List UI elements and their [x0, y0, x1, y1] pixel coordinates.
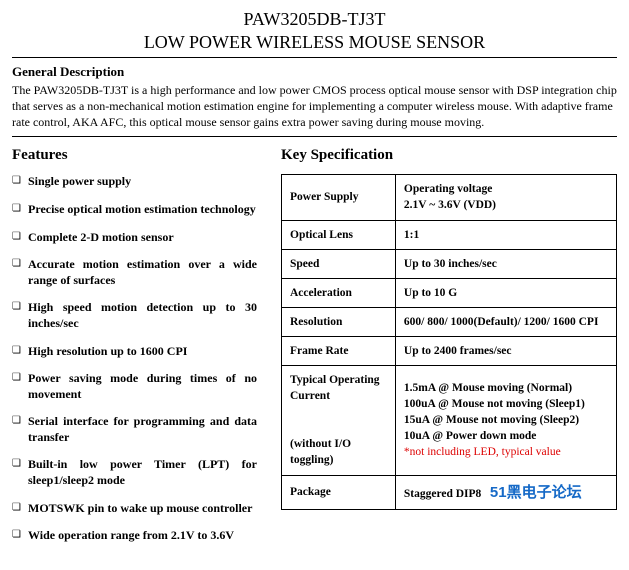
- feature-item: Built-in low power Timer (LPT) for sleep…: [12, 457, 257, 488]
- features-heading: Features: [12, 147, 257, 164]
- spec-value: Up to 30 inches/sec: [395, 249, 616, 278]
- spec-value: 1:1: [395, 220, 616, 249]
- spec-value: 600/ 800/ 1000(Default)/ 1200/ 1600 CPI: [395, 307, 616, 336]
- spec-value: Staggered DIP8 51黑电子论坛: [395, 475, 616, 509]
- table-row: Frame RateUp to 2400 frames/sec: [282, 336, 617, 365]
- document-header: PAW3205DB-TJ3T LOW POWER WIRELESS MOUSE …: [12, 8, 617, 55]
- spec-value: Operating voltage2.1V ~ 3.6V (VDD): [395, 175, 616, 220]
- feature-item: High resolution up to 1600 CPI: [12, 344, 257, 360]
- spec-value: Up to 2400 frames/sec: [395, 336, 616, 365]
- feature-item: Complete 2-D motion sensor: [12, 230, 257, 246]
- spec-table: Power SupplyOperating voltage2.1V ~ 3.6V…: [281, 174, 617, 509]
- spec-value: Up to 10 G: [395, 278, 616, 307]
- table-row: PackageStaggered DIP8 51黑电子论坛: [282, 475, 617, 509]
- watermark-text: 51黑电子论坛: [490, 484, 582, 501]
- table-row: Optical Lens1:1: [282, 220, 617, 249]
- table-row: Resolution600/ 800/ 1000(Default)/ 1200/…: [282, 307, 617, 336]
- spec-param: Acceleration: [282, 278, 396, 307]
- spec-value: 1.5mA @ Mouse moving (Normal)100uA @ Mou…: [395, 366, 616, 476]
- key-spec-heading: Key Specification: [281, 147, 617, 164]
- feature-item: Wide operation range from 2.1V to 3.6V: [12, 528, 257, 544]
- spec-param: Typical Operating Current(without I/O to…: [282, 366, 396, 476]
- header-rule: [12, 57, 617, 58]
- part-number: PAW3205DB-TJ3T: [12, 8, 617, 31]
- feature-item: Power saving mode during times of no mov…: [12, 371, 257, 402]
- feature-item: Precise optical motion estimation techno…: [12, 202, 257, 218]
- spec-param: Power Supply: [282, 175, 396, 220]
- spec-param: Package: [282, 475, 396, 509]
- general-description-text: The PAW3205DB-TJ3T is a high performance…: [12, 82, 617, 131]
- table-row: Typical Operating Current(without I/O to…: [282, 366, 617, 476]
- spec-param: Speed: [282, 249, 396, 278]
- feature-item: Accurate motion estimation over a wide r…: [12, 257, 257, 288]
- key-spec-column: Key Specification Power SupplyOperating …: [281, 147, 617, 509]
- feature-item: Serial interface for programming and dat…: [12, 414, 257, 445]
- feature-item: MOTSWK pin to wake up mouse controller: [12, 501, 257, 517]
- table-row: Power SupplyOperating voltage2.1V ~ 3.6V…: [282, 175, 617, 220]
- feature-item: Single power supply: [12, 174, 257, 190]
- feature-list: Single power supply Precise optical motio…: [12, 174, 257, 544]
- spec-param: Resolution: [282, 307, 396, 336]
- features-column: Features Single power supply Precise opti…: [12, 147, 257, 556]
- spec-param: Frame Rate: [282, 336, 396, 365]
- spec-note: *not including LED, typical value: [404, 444, 608, 460]
- table-row: AccelerationUp to 10 G: [282, 278, 617, 307]
- feature-item: High speed motion detection up to 30 inc…: [12, 300, 257, 331]
- section-rule: [12, 136, 617, 137]
- two-column-layout: Features Single power supply Precise opti…: [12, 147, 617, 556]
- product-title: LOW POWER WIRELESS MOUSE SENSOR: [12, 31, 617, 54]
- spec-param: Optical Lens: [282, 220, 396, 249]
- general-description-heading: General Description: [12, 64, 617, 80]
- table-row: SpeedUp to 30 inches/sec: [282, 249, 617, 278]
